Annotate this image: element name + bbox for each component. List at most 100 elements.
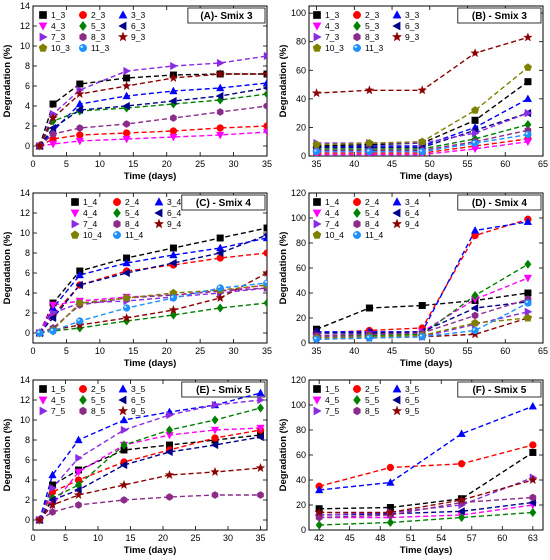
- data-point-6_5: [457, 507, 465, 516]
- legend-label-9_3: 9_3: [405, 32, 419, 42]
- data-point-11_4: [312, 335, 321, 343]
- plot-frame: [308, 192, 544, 344]
- x-tick-label: 55: [463, 346, 473, 356]
- x-tick-label: 45: [387, 159, 397, 169]
- y-tick-label: 12: [20, 208, 30, 218]
- data-point-4_3: [169, 133, 178, 142]
- x-axis-label: Time (days): [400, 545, 453, 556]
- x-tick-label: 15: [128, 346, 138, 356]
- series-line-2_5: [319, 444, 533, 487]
- data-point-8_3: [170, 114, 177, 122]
- legend-marker-7_4: [71, 219, 80, 229]
- data-point-6_3: [262, 85, 267, 91]
- legend-label-1_4: 1_4: [325, 197, 339, 207]
- plot-frame: [308, 379, 544, 531]
- x-axis-label: Time (days): [400, 171, 453, 182]
- data-point-5_4: [524, 259, 532, 269]
- panel-4: 35 40 45 50 55 60 65 0 20 40 60 80 100 120 Time (days)…: [278, 188, 548, 369]
- data-point-8_5: [166, 493, 173, 501]
- legend-label-2_4: 2_4: [365, 197, 379, 207]
- legend-label-8_3: 8_3: [91, 32, 105, 42]
- y-tick-label: 100: [291, 8, 306, 18]
- y-tick-label: 12: [20, 21, 30, 31]
- data-point-9_5: [47, 499, 58, 510]
- legend-marker-8_3: [79, 32, 87, 42]
- legend-marker-9_3: [391, 31, 403, 42]
- data-point-11_3-highlight: [472, 140, 476, 144]
- legend-marker-5_5: [79, 394, 87, 406]
- data-point-7_5: [211, 400, 220, 410]
- legend-marker-2_4: [113, 198, 121, 206]
- y-axis-label: Degradation (%): [2, 232, 13, 305]
- legend-marker-7_4: [313, 219, 322, 229]
- legend-label-1_3: 1_3: [325, 10, 339, 20]
- legend-marker-11_3: [79, 44, 87, 52]
- data-point-1_4: [216, 234, 224, 242]
- data-point-4_4: [523, 274, 533, 283]
- legend-marker-3_5: [118, 384, 128, 393]
- legend-marker-3_4: [154, 197, 164, 206]
- data-point-11_4-highlight: [50, 328, 54, 331]
- data-point-9_3: [364, 85, 375, 95]
- data-point-6_5: [210, 440, 219, 450]
- legend-label-5_5: 5_5: [365, 395, 379, 405]
- legend-label-4_3: 4_3: [325, 21, 339, 31]
- x-axis-label: Time (days): [124, 171, 177, 182]
- data-point-7_5: [166, 410, 174, 420]
- x-tick-label: 30: [223, 533, 233, 543]
- data-point-11_3: [312, 148, 321, 156]
- data-point-6_3: [48, 123, 57, 133]
- legend-marker-6_5: [392, 395, 401, 405]
- data-point-8_5: [120, 496, 128, 504]
- series-line-1_5: [319, 451, 534, 510]
- legend-label-8_3: 8_3: [365, 32, 379, 42]
- data-point-3_4: [470, 226, 480, 234]
- data-point-11_4-highlight: [217, 285, 221, 288]
- data-point-11_4: [418, 333, 426, 341]
- legend-marker-2_5: [353, 385, 361, 393]
- data-point-4_4: [48, 301, 58, 310]
- data-point-8_3: [49, 130, 57, 138]
- data-point-6_5: [256, 432, 264, 442]
- y-tick-label: 6: [25, 81, 30, 91]
- data-point-3_5: [315, 485, 324, 494]
- data-point-5_5: [211, 415, 219, 425]
- data-point-1_5: [529, 449, 537, 457]
- data-point-7_5: [49, 483, 57, 493]
- legend-label-11_4: 11_4: [125, 230, 144, 240]
- legend-marker-3_5: [392, 384, 402, 393]
- data-point-11_4: [263, 279, 267, 287]
- legend-label-6_5: 6_5: [131, 395, 145, 405]
- legend: 1_4 2_4 3_4 4_4 5_4 6_4 7_4 8_4 9_4 10_4 11_4: [70, 197, 181, 240]
- data-point-11_4-highlight: [77, 318, 80, 321]
- data-point-10_4: [471, 318, 480, 327]
- y-tick-label: 20: [296, 122, 306, 132]
- y-tick-label: 10: [20, 415, 30, 425]
- data-point-6_4: [168, 258, 177, 268]
- x-tick-label: 50: [425, 159, 435, 169]
- legend-label-1_5: 1_5: [51, 384, 65, 394]
- data-point-10_3: [523, 63, 532, 71]
- y-axis-label: Degradation (%): [278, 232, 289, 305]
- y-tick-label: 12: [20, 395, 30, 405]
- x-tick-label: 25: [190, 533, 200, 543]
- legend-label-2_3: 2_3: [91, 10, 105, 20]
- data-point-7_3: [524, 108, 533, 118]
- data-point-9_4: [262, 267, 267, 278]
- x-tick-label: 60: [497, 533, 507, 543]
- data-point-11_4: [524, 299, 532, 307]
- data-point-1_4: [263, 224, 267, 232]
- panel-title: (B) - Smix 3: [472, 11, 527, 22]
- data-point-11_4: [49, 327, 57, 335]
- data-point-11_4: [122, 304, 131, 312]
- plot-frame: [32, 192, 268, 344]
- legend-label-7_4: 7_4: [83, 219, 97, 229]
- legend-label-4_4: 4_4: [325, 208, 339, 218]
- legend-marker-6_5: [118, 395, 127, 405]
- panel-title: (A)- Smix 3: [200, 11, 253, 22]
- data-layer: [34, 224, 267, 338]
- panel-title-box: [181, 194, 266, 211]
- data-point-9_3: [121, 80, 132, 91]
- legend-label-11_3: 11_3: [91, 43, 110, 53]
- series-line-4_5: [319, 504, 533, 519]
